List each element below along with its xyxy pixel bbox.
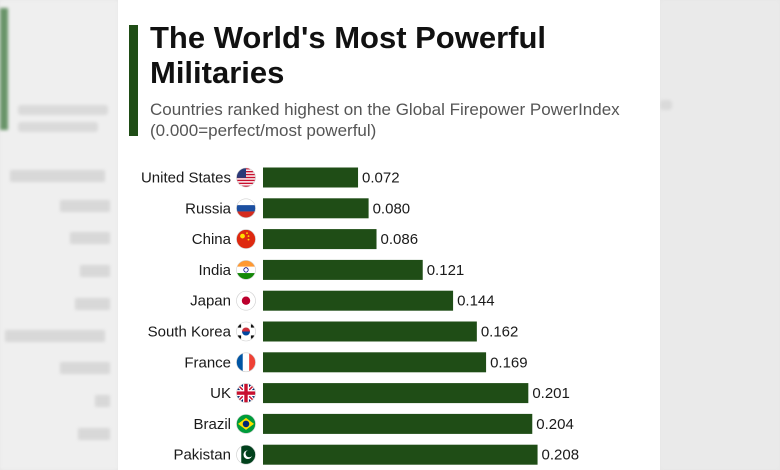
bar-row: France 0.169 xyxy=(184,352,528,373)
bar xyxy=(263,229,377,250)
value-label: 0.072 xyxy=(362,170,400,187)
bar-row: Japan 0.144 xyxy=(190,290,495,311)
bar-row: India 0.121 xyxy=(198,259,465,280)
value-label: 0.080 xyxy=(373,200,411,217)
russia-flag-icon xyxy=(236,198,256,219)
bar xyxy=(263,290,454,311)
value-label: 0.169 xyxy=(490,354,528,371)
value-label: 0.201 xyxy=(532,385,570,402)
category-label: South Korea xyxy=(148,324,232,341)
category-label: United States xyxy=(141,170,231,187)
bar xyxy=(263,352,487,373)
value-label: 0.208 xyxy=(542,447,580,464)
blurred-backdrop-left xyxy=(0,0,118,470)
bar-row: Russia 0.080 xyxy=(185,198,411,219)
chart-title: The World's Most Powerful Militaries xyxy=(150,20,547,90)
bar-row: South Korea 0.162 xyxy=(148,321,519,342)
value-label: 0.086 xyxy=(381,231,419,248)
category-label: France xyxy=(184,354,231,371)
bar xyxy=(263,413,533,434)
bar-row: Pakistan 0.208 xyxy=(173,444,580,465)
backdrop-accent xyxy=(0,8,8,130)
brazil-flag-icon xyxy=(236,414,256,434)
category-label: India xyxy=(198,262,231,279)
bar xyxy=(263,259,423,280)
france-flag-icon xyxy=(236,352,256,373)
bar xyxy=(263,167,359,188)
uk-flag-icon xyxy=(236,383,256,403)
south-korea-flag-icon xyxy=(236,321,256,342)
category-label: Japan xyxy=(190,293,231,310)
bar-row: UK 0.201 xyxy=(210,383,570,404)
category-label: Brazil xyxy=(193,416,231,433)
blurred-backdrop-right xyxy=(660,0,780,470)
value-label: 0.162 xyxy=(481,324,519,341)
category-label: UK xyxy=(210,385,231,402)
title-accent-bar xyxy=(129,25,138,136)
value-label: 0.204 xyxy=(536,416,574,433)
china-flag-icon xyxy=(236,229,256,249)
value-label: 0.121 xyxy=(427,262,465,279)
bar-row: Brazil 0.204 xyxy=(193,413,574,434)
bar xyxy=(263,321,477,342)
category-label: Russia xyxy=(185,200,232,217)
pakistan-flag-icon xyxy=(236,444,256,465)
bar-row: China 0.086 xyxy=(192,229,419,250)
category-label: Pakistan xyxy=(173,447,231,464)
bar xyxy=(263,198,369,219)
chart-subtitle: Countries ranked highest on the Global F… xyxy=(150,100,620,140)
bar xyxy=(263,444,538,465)
japan-flag-icon xyxy=(236,290,256,311)
category-label: China xyxy=(192,231,232,248)
value-label: 0.144 xyxy=(457,293,495,310)
india-flag-icon xyxy=(236,260,256,280)
bar xyxy=(263,383,529,404)
us-flag-icon xyxy=(236,167,256,188)
bar-row: United States 0.072 xyxy=(141,167,400,188)
